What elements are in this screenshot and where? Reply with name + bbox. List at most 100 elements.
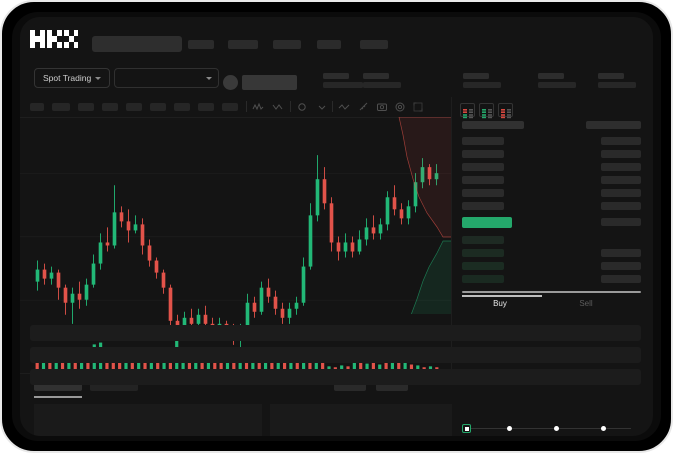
bottom-tab-2[interactable] bbox=[90, 382, 138, 391]
stepper-dot-4[interactable] bbox=[601, 426, 606, 431]
ask-row-amount bbox=[601, 202, 641, 210]
depth-chart-overlay bbox=[397, 117, 452, 314]
order-book-scrollbar[interactable] bbox=[462, 291, 641, 293]
toolbar-block-6[interactable] bbox=[150, 103, 166, 111]
ask-row-price[interactable] bbox=[462, 176, 504, 184]
current-price-amount bbox=[601, 218, 641, 226]
nav-item-5[interactable] bbox=[360, 40, 388, 49]
search-input[interactable] bbox=[92, 36, 182, 52]
trading-mode-selector[interactable]: Spot Trading bbox=[34, 68, 111, 88]
bid-row-amount bbox=[601, 262, 641, 270]
ask-row-amount bbox=[601, 137, 641, 145]
tab-sell[interactable]: Sell bbox=[579, 299, 593, 308]
market-stat-1 bbox=[323, 73, 363, 88]
ask-row-price[interactable] bbox=[462, 150, 504, 158]
toolbar-divider bbox=[246, 101, 247, 112]
fullscreen-icon[interactable] bbox=[412, 101, 424, 113]
line-tool-icon[interactable] bbox=[338, 101, 350, 113]
stat-label bbox=[323, 73, 349, 79]
stat-value bbox=[598, 82, 636, 88]
current-price-indicator bbox=[462, 217, 512, 228]
order-book-header-left bbox=[462, 121, 524, 129]
bid-row-price[interactable] bbox=[462, 236, 504, 244]
toolbar-block-3[interactable] bbox=[78, 103, 94, 111]
stepper-track bbox=[470, 428, 631, 429]
indicator-icon[interactable] bbox=[252, 101, 264, 113]
ask-row-price[interactable] bbox=[462, 202, 504, 210]
toolbar-block-8[interactable] bbox=[198, 103, 214, 111]
nav-item-4[interactable] bbox=[317, 40, 341, 49]
toolbar-block-9[interactable] bbox=[222, 103, 238, 111]
ask-row-price[interactable] bbox=[462, 163, 504, 171]
stepper-dot-3[interactable] bbox=[554, 426, 559, 431]
market-stat-3 bbox=[463, 73, 501, 88]
settings-icon[interactable] bbox=[394, 101, 406, 113]
stat-value bbox=[463, 82, 501, 88]
ask-row-amount bbox=[601, 163, 641, 171]
bid-row-price[interactable] bbox=[462, 275, 504, 283]
bottom-tab-1[interactable] bbox=[34, 382, 82, 391]
chart-toolbar bbox=[20, 97, 653, 118]
coin-avatar bbox=[223, 75, 238, 90]
pair-selector[interactable] bbox=[114, 68, 219, 88]
device-bezel: Spot Trading bbox=[12, 12, 661, 441]
tab-buy[interactable]: Buy bbox=[493, 299, 507, 308]
stepper-handle[interactable] bbox=[462, 424, 471, 433]
toolbar-block-1[interactable] bbox=[30, 103, 44, 111]
toolbar-divider bbox=[332, 101, 333, 112]
nav-item-1[interactable] bbox=[188, 40, 214, 49]
bottom-card-2[interactable] bbox=[270, 404, 452, 436]
order-book-header-right bbox=[586, 121, 641, 129]
price-chart[interactable] bbox=[20, 117, 452, 354]
toolbar-block-7[interactable] bbox=[174, 103, 190, 111]
buy-tab-underline bbox=[462, 295, 542, 297]
bid-row-price[interactable] bbox=[462, 249, 504, 257]
stat-value bbox=[323, 82, 363, 88]
app-screen: Spot Trading bbox=[20, 17, 653, 436]
ask-row-amount bbox=[601, 176, 641, 184]
candlestick-canvas bbox=[20, 155, 452, 348]
stat-label bbox=[463, 73, 489, 79]
bottom-action-2[interactable] bbox=[376, 382, 408, 391]
chevron-down-icon bbox=[95, 76, 102, 80]
toolbar-block-5[interactable] bbox=[126, 103, 142, 111]
asks-only-icon[interactable] bbox=[498, 103, 513, 119]
order-field-2[interactable] bbox=[30, 347, 641, 363]
amount-stepper[interactable] bbox=[452, 423, 653, 435]
bid-row-amount bbox=[601, 249, 641, 257]
stat-label bbox=[598, 73, 624, 79]
toolbar-divider bbox=[290, 101, 291, 112]
ask-row-price[interactable] bbox=[462, 189, 504, 197]
bid-row-price[interactable] bbox=[462, 262, 504, 270]
chevron-down-icon bbox=[206, 76, 212, 80]
nav-item-3[interactable] bbox=[273, 40, 301, 49]
ruler-icon[interactable] bbox=[358, 101, 370, 113]
last-price-value bbox=[242, 75, 297, 90]
alert-icon[interactable] bbox=[296, 101, 308, 113]
okx-logo[interactable] bbox=[30, 30, 78, 48]
market-stat-4 bbox=[538, 73, 576, 88]
toolbar-block-4[interactable] bbox=[102, 103, 118, 111]
bottom-tab-active-underline bbox=[34, 396, 82, 398]
ask-row-amount bbox=[601, 150, 641, 158]
stat-value bbox=[363, 82, 401, 88]
bids-only-icon[interactable] bbox=[479, 103, 494, 119]
nav-item-2[interactable] bbox=[228, 40, 258, 49]
stat-label bbox=[363, 73, 389, 79]
ask-row-price[interactable] bbox=[462, 137, 504, 145]
bottom-card-1[interactable] bbox=[34, 404, 262, 436]
order-field-3[interactable] bbox=[30, 369, 641, 385]
chevron-down-icon[interactable] bbox=[316, 101, 328, 113]
order-form-tabs: Buy Sell bbox=[452, 295, 653, 317]
order-field-1[interactable] bbox=[30, 325, 641, 341]
bid-row-amount bbox=[601, 275, 641, 283]
bottom-action-1[interactable] bbox=[334, 382, 366, 391]
both-icon[interactable] bbox=[460, 103, 475, 119]
camera-icon[interactable] bbox=[376, 101, 388, 113]
market-stat-5 bbox=[598, 73, 636, 88]
toolbar-block-2[interactable] bbox=[52, 103, 70, 111]
stepper-dot-2[interactable] bbox=[507, 426, 512, 431]
trading-mode-label: Spot Trading bbox=[43, 73, 92, 83]
stat-label bbox=[538, 73, 564, 79]
compare-icon[interactable] bbox=[272, 101, 284, 113]
